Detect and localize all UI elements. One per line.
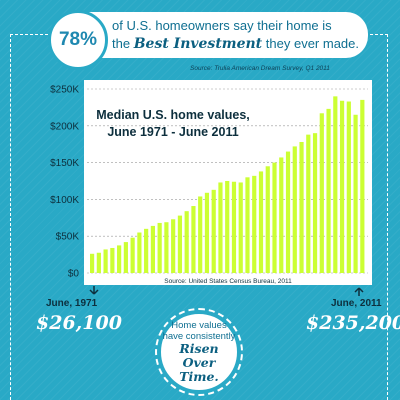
headline-emphasis: Best Investment bbox=[133, 36, 263, 52]
bar bbox=[312, 133, 318, 273]
bar bbox=[306, 134, 311, 273]
bar bbox=[326, 108, 331, 273]
bar bbox=[238, 182, 243, 273]
y-tick-label: $150K bbox=[50, 158, 79, 169]
bar bbox=[117, 245, 122, 273]
bar bbox=[299, 141, 304, 273]
bar bbox=[137, 232, 142, 273]
bar bbox=[339, 100, 345, 273]
headline-line-1: of U.S. homeowners say their home is bbox=[112, 18, 332, 33]
bar bbox=[346, 101, 351, 274]
bar bbox=[191, 206, 196, 273]
end-date-label: June, 2011 bbox=[331, 298, 382, 309]
bar bbox=[96, 252, 101, 273]
bar bbox=[110, 247, 115, 273]
bar bbox=[184, 211, 189, 273]
percent-value: 78% bbox=[58, 29, 98, 50]
end-arrow-icon bbox=[354, 287, 364, 296]
bubble-emphasis-1: Risen Over bbox=[179, 341, 219, 370]
bar bbox=[90, 253, 95, 273]
y-tick-label: $50K bbox=[56, 232, 80, 243]
bar bbox=[204, 192, 210, 273]
y-tick-label: $0 bbox=[68, 269, 80, 280]
survey-source: Source: Trulia American Dream Survey, Q1… bbox=[190, 65, 330, 72]
headline-banner bbox=[58, 12, 368, 58]
summary-bubble: Home values have consistently Risen Over… bbox=[155, 308, 243, 396]
bar bbox=[150, 225, 155, 273]
bar bbox=[103, 249, 108, 273]
start-date-label: June, 1971 bbox=[46, 298, 98, 309]
y-axis-ticks: $0 $50K $100K $150K $200K $250K bbox=[50, 85, 79, 280]
bubble-line-2: have consistently bbox=[162, 331, 236, 342]
end-value: $235,200 bbox=[306, 312, 400, 334]
y-tick-label: $100K bbox=[50, 195, 79, 206]
start-value: $26,100 bbox=[36, 312, 122, 334]
bar bbox=[198, 196, 203, 273]
bar bbox=[319, 113, 324, 274]
bar bbox=[353, 114, 358, 273]
census-source: Source: United States Census Bureau, 201… bbox=[164, 278, 292, 285]
bar bbox=[171, 219, 176, 273]
bar bbox=[144, 228, 149, 273]
bar bbox=[123, 242, 128, 273]
chart-title-line-2: June 1971 - June 2011 bbox=[107, 125, 238, 139]
bar bbox=[177, 215, 183, 273]
y-tick-label: $250K bbox=[50, 85, 79, 96]
bar bbox=[245, 177, 250, 273]
start-arrow-icon bbox=[89, 286, 99, 295]
bar bbox=[265, 166, 270, 273]
bar bbox=[130, 237, 135, 273]
bar bbox=[292, 146, 297, 273]
bubble-emphasis-2: Time. bbox=[179, 369, 219, 384]
bar bbox=[164, 222, 169, 273]
bar bbox=[272, 162, 277, 273]
bar bbox=[211, 189, 216, 273]
bar bbox=[225, 181, 230, 273]
bar bbox=[231, 181, 237, 273]
bubble-line-1: Home values bbox=[171, 320, 227, 331]
bar bbox=[333, 96, 338, 273]
bar bbox=[218, 182, 223, 273]
headline-suffix: they ever made. bbox=[265, 36, 359, 51]
y-tick-label: $200K bbox=[50, 121, 79, 132]
bar bbox=[157, 222, 162, 273]
percent-badge: 78% bbox=[48, 10, 108, 70]
chart-title-line-1: Median U.S. home values, bbox=[96, 108, 250, 122]
bar bbox=[279, 157, 284, 273]
headline-line-2: the Best Investment they ever made. bbox=[112, 36, 359, 52]
chart-bars bbox=[90, 96, 365, 274]
headline-prefix: the bbox=[112, 36, 131, 51]
bar bbox=[258, 171, 264, 273]
bar bbox=[252, 175, 257, 273]
bar bbox=[285, 151, 291, 273]
bar bbox=[360, 99, 365, 274]
